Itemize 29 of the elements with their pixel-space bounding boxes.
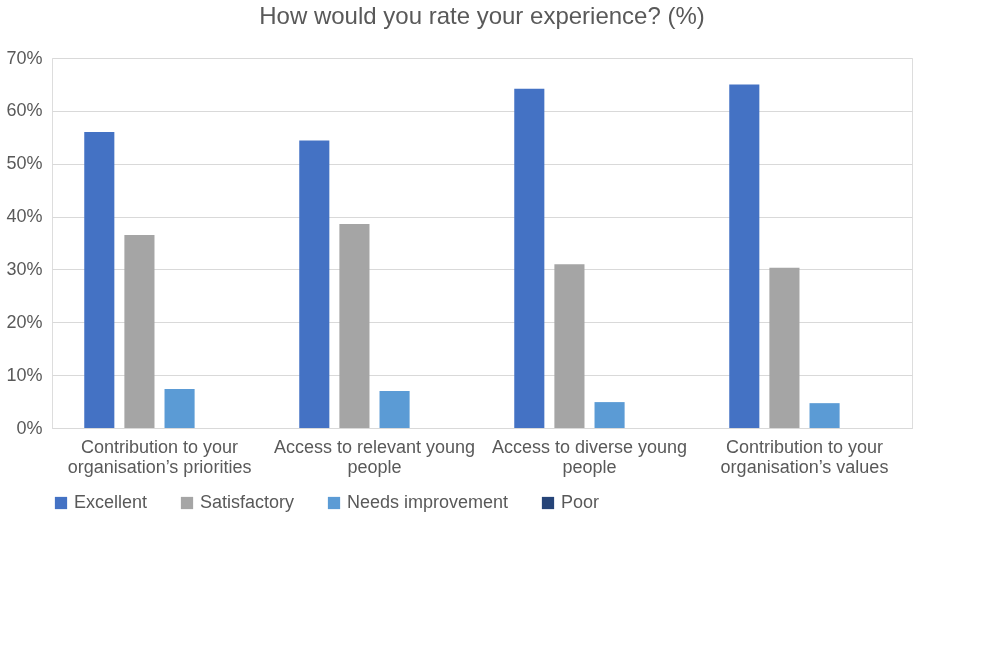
chart-title: How would you rate your experience? (%): [259, 2, 705, 29]
bar: [769, 267, 800, 428]
x-tick-label: Contribution to your organisation’s priorities: [67, 436, 252, 477]
bar: [124, 235, 155, 428]
bar: [299, 140, 330, 428]
bar: [554, 264, 585, 428]
y-tick-label: 20%: [6, 311, 43, 332]
x-tick-label: Contribution to your organisation’s values: [720, 436, 889, 477]
y-tick-label: 30%: [6, 258, 43, 279]
legend-label: Excellent: [74, 492, 148, 512]
bar: [164, 388, 195, 428]
bar: [594, 402, 625, 428]
legend-label: Satisfactory: [200, 492, 295, 512]
y-tick-label: 50%: [6, 153, 43, 174]
bar: [339, 223, 370, 428]
legend-label: Poor: [561, 492, 600, 512]
x-tick-label: Access to relevant young people: [273, 436, 476, 477]
y-tick-label: 40%: [6, 206, 43, 227]
y-tick-label: 70%: [6, 47, 43, 68]
bar: [729, 84, 760, 428]
bar: [84, 132, 115, 428]
bar: [514, 88, 545, 428]
bar: [379, 391, 410, 428]
bar: [809, 403, 840, 428]
x-tick-label: Access to diverse young people: [491, 436, 688, 477]
y-tick-label: 60%: [6, 100, 43, 121]
y-tick-label: 0%: [16, 417, 43, 438]
legend-label: Needs improvement: [347, 492, 509, 512]
y-tick-label: 10%: [6, 364, 43, 385]
